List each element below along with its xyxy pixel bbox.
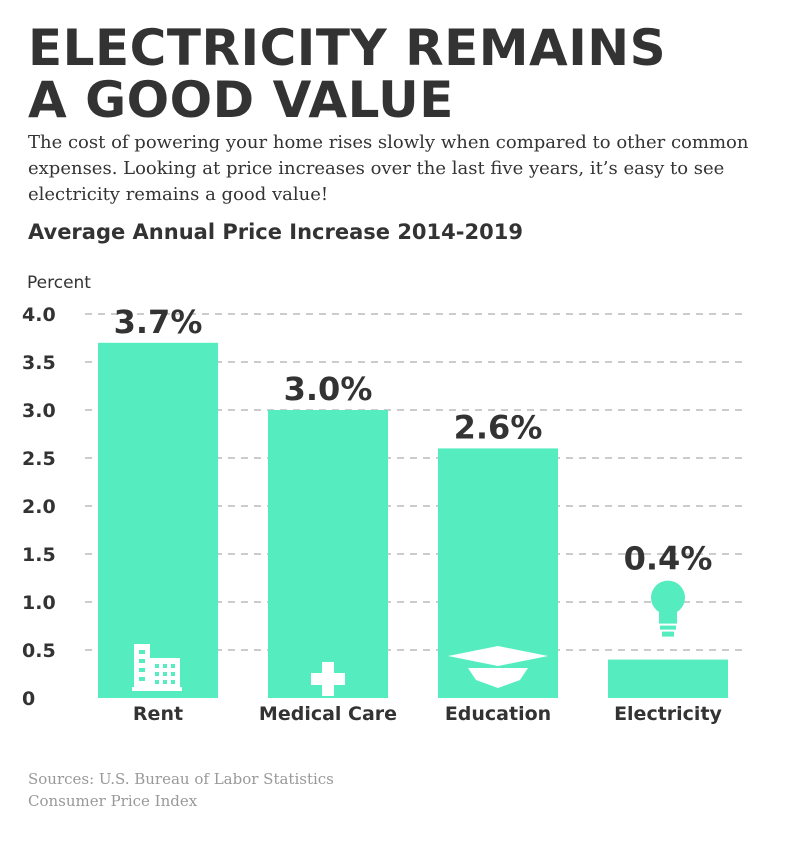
y-tick-label: 3.0: [22, 400, 56, 422]
sources-line-1: Sources: U.S. Bureau of Labor Statistics: [28, 770, 334, 788]
sources-line-2: Consumer Price Index: [28, 792, 198, 810]
title-line-2: A GOOD VALUE: [28, 71, 454, 129]
y-tick-label: 1.0: [22, 592, 56, 614]
medical-cross-icon: [311, 662, 345, 696]
bar-rent: [98, 342, 218, 698]
value-label: 3.7%: [114, 303, 203, 341]
y-tick-label: 3.5: [22, 352, 56, 374]
page-title: ELECTRICITY REMAINS A GOOD VALUE: [28, 22, 666, 126]
x-tick-label: Medical Care: [259, 703, 397, 725]
x-tick-label: Electricity: [614, 703, 722, 725]
y-tick-label: 1.5: [22, 544, 56, 566]
intro-text: The cost of powering your home rises slo…: [28, 132, 749, 205]
value-label: 0.4%: [624, 540, 713, 578]
x-tick-label: Rent: [133, 703, 183, 725]
y-tick-label: 2.0: [22, 496, 56, 518]
value-label: 3.0%: [284, 370, 373, 408]
y-tick-label: 0.5: [22, 640, 56, 662]
title-line-1: ELECTRICITY REMAINS: [28, 19, 667, 77]
value-label: 2.6%: [454, 408, 543, 446]
building-icon: [132, 644, 182, 691]
light-bulb-icon: [651, 580, 685, 637]
chart-title: Average Annual Price Increase 2014-2019: [28, 220, 523, 244]
y-axis-label: Percent: [27, 273, 91, 293]
x-tick-label: Education: [445, 703, 551, 725]
bar-chart: Percent 0 0.5 1.0 1.5 2.0 2.5 3.0 3.5 4.0 3.7% Rent…: [22, 273, 742, 725]
bar-medical-care: [268, 410, 388, 698]
sources-note: Sources: U.S. Bureau of Labor Statistics…: [28, 768, 334, 812]
y-tick-label: 4.0: [22, 304, 56, 326]
bar-electricity: [608, 659, 728, 698]
graduation-cap-icon: [448, 646, 548, 688]
y-tick-label: 2.5: [22, 448, 56, 470]
y-tick-label: 0: [22, 688, 35, 710]
